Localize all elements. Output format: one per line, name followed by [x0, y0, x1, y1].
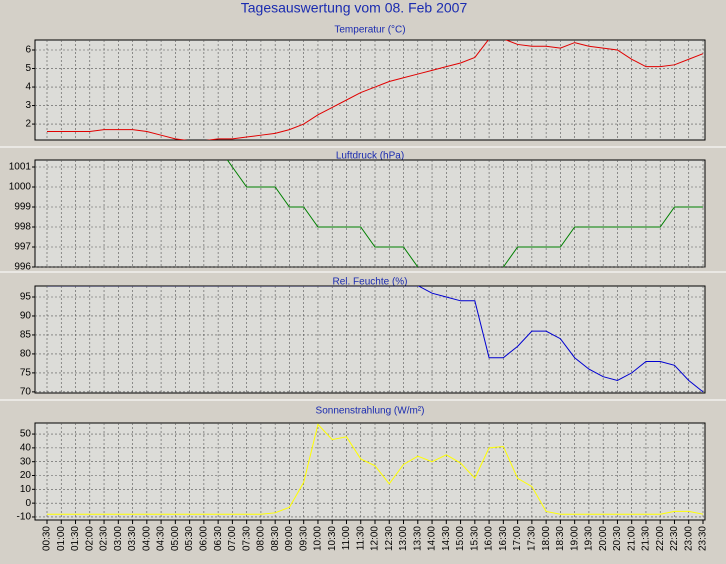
x-tick-label: 14:00	[427, 526, 438, 551]
x-tick-label: 18:00	[541, 526, 552, 551]
panel-title: Rel. Feuchte (%)	[332, 277, 407, 288]
y-tick-label: -10	[17, 512, 32, 523]
x-tick-label: 03:00	[113, 526, 124, 551]
series-group	[47, 286, 704, 393]
x-tick-label: 16:00	[484, 526, 495, 551]
plot-area	[34, 159, 706, 268]
x-tick-label: 20:00	[598, 526, 609, 551]
x-tick-label: 11:00	[341, 526, 352, 551]
data-line	[47, 40, 704, 140]
x-tick-label: 22:30	[669, 526, 680, 551]
x-tick-label: 01:30	[70, 526, 81, 551]
x-tick-label: 17:30	[527, 526, 538, 551]
x-tick-label: 12:30	[384, 526, 395, 551]
data-line	[47, 286, 704, 393]
x-tick-label: 20:30	[612, 526, 623, 551]
y-tick-label: 80	[20, 349, 32, 360]
x-tick-label: 07:30	[241, 526, 252, 551]
x-tick-label: 11:30	[355, 526, 366, 551]
panel-title: Luftdruck (hPa)	[336, 151, 404, 162]
y-tick-label: 75	[20, 368, 32, 379]
y-tick-label: 20	[20, 470, 32, 481]
y-tick-label: 1000	[9, 182, 32, 193]
x-tick-label: 05:00	[170, 526, 181, 551]
x-tick-label: 01:00	[56, 526, 67, 551]
y-tick-label: 90	[20, 311, 32, 322]
x-tick-label: 13:30	[412, 526, 423, 551]
y-tick-label: 95	[20, 292, 32, 303]
x-tick-label: 14:30	[441, 526, 452, 551]
x-tick-label: 02:00	[84, 526, 95, 551]
x-tick-label: 23:30	[698, 526, 709, 551]
x-tick-label: 10:30	[327, 526, 338, 551]
y-tick-label: 1001	[9, 162, 32, 173]
x-tick-label: 19:30	[584, 526, 595, 551]
x-tick-label: 05:30	[184, 526, 195, 551]
x-tick-label: 09:30	[298, 526, 309, 551]
x-tick-label: 06:30	[213, 526, 224, 551]
y-tick-label: 997	[14, 242, 31, 253]
x-tick-label: 18:30	[555, 526, 566, 551]
x-tick-label: 00:30	[42, 526, 53, 551]
plot-area	[34, 39, 706, 141]
y-tick-label: 0	[25, 498, 31, 509]
plot-area	[34, 422, 706, 521]
x-tick-label: 17:00	[512, 526, 523, 551]
y-tick-label: 50	[20, 429, 32, 440]
y-tick-label: 2	[25, 119, 31, 130]
y-tick-label: 999	[14, 202, 31, 213]
x-tick-label: 12:00	[370, 526, 381, 551]
y-tick-label: 3	[25, 100, 31, 111]
main-title: Tagesauswertung vom 08. Feb 2007	[241, 0, 468, 16]
x-tick-label: 07:00	[227, 526, 238, 551]
y-tick-label: 10	[20, 484, 32, 495]
x-tick-label: 21:00	[626, 526, 637, 551]
x-tick-label: 04:00	[141, 526, 152, 551]
y-tick-label: 4	[25, 82, 31, 93]
data-line	[226, 160, 703, 267]
x-tick-label: 08:00	[256, 526, 267, 551]
series-group	[47, 423, 704, 515]
y-tick-label: 6	[25, 45, 31, 56]
x-tick-label: 10:00	[313, 526, 324, 551]
x-tick-label: 02:30	[99, 526, 110, 551]
x-tick-label: 21:30	[641, 526, 652, 551]
x-tick-label: 09:00	[284, 526, 295, 551]
x-tick-label: 22:00	[655, 526, 666, 551]
panel-title: Sonnenstrahlung (W/m²)	[316, 406, 425, 417]
x-tick-label: 13:00	[398, 526, 409, 551]
y-tick-label: 70	[20, 387, 32, 398]
series-group	[47, 40, 704, 140]
x-tick-label: 15:00	[455, 526, 466, 551]
x-tick-label: 16:30	[498, 526, 509, 551]
x-tick-label: 04:30	[156, 526, 167, 551]
y-tick-label: 40	[20, 443, 32, 454]
x-tick-label: 15:30	[469, 526, 480, 551]
x-tick-label: 23:00	[683, 526, 694, 551]
y-tick-label: 85	[20, 330, 32, 341]
x-tick-label: 08:30	[270, 526, 281, 551]
panel-title: Temperatur (°C)	[334, 25, 405, 36]
y-tick-label: 998	[14, 222, 31, 233]
x-tick-label: 06:00	[199, 526, 210, 551]
data-line	[47, 423, 704, 515]
x-tick-label: 03:30	[127, 526, 138, 551]
y-tick-label: 5	[25, 63, 31, 74]
x-tick-label: 19:00	[569, 526, 580, 551]
series-group	[226, 160, 703, 267]
y-tick-label: 30	[20, 456, 32, 467]
y-tick-label: 996	[14, 262, 31, 273]
